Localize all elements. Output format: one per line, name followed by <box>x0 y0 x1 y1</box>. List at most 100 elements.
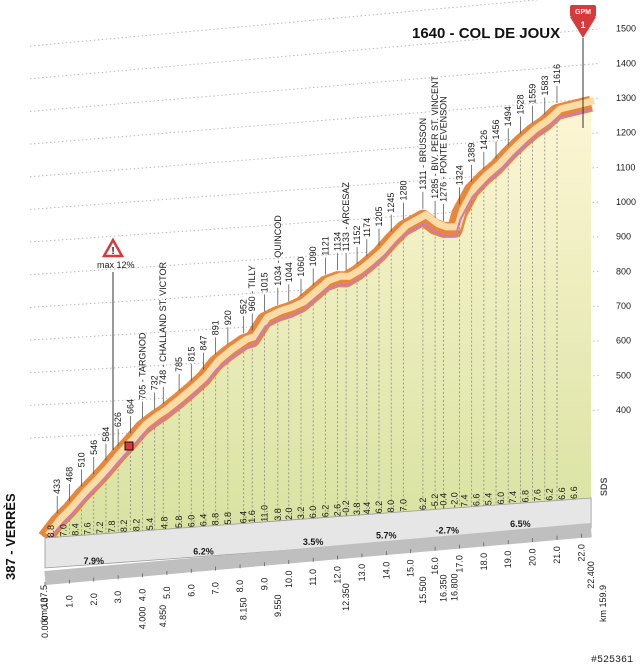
y-tick-label: 1500 <box>616 24 636 34</box>
km-start-label: km 137.5 <box>39 585 49 622</box>
altitude-label: 705 - TARGNOD <box>138 332 148 400</box>
y-tick-label: 700 <box>616 301 631 311</box>
x-tick-label: 6.0 <box>186 584 196 597</box>
segment-gradient: 4.8 <box>159 517 169 530</box>
altitude-label: 1280 <box>398 180 408 200</box>
segment-gradient: 8.2 <box>131 519 141 532</box>
altitude-label: 1245 <box>386 193 396 213</box>
altitude-label: 952 <box>239 299 249 314</box>
altitude-label: 1174 <box>362 218 372 237</box>
segment-gradient: 6.0 <box>308 506 318 519</box>
x-tick-label: 7.0 <box>211 582 221 595</box>
segment-gradient: 8.4 <box>70 523 80 536</box>
svg-text:!: ! <box>111 246 114 257</box>
y-tick-label: 1300 <box>616 93 636 103</box>
x-tick-label: 10.0 <box>284 570 294 588</box>
profile-area <box>38 95 595 545</box>
profile-band-highlight <box>45 108 593 545</box>
key-km-label: 9.550 <box>273 594 283 617</box>
altitude-label: 960 - TILLY <box>247 265 257 311</box>
altitude-label: 1528 <box>515 94 525 114</box>
segment-gradient: 8.2 <box>119 520 129 533</box>
average-gradient: 6.2% <box>193 546 214 556</box>
x-tick-label: 11.0 <box>308 569 318 586</box>
y-tick-label: 1400 <box>616 58 636 68</box>
segment-gradient: 6.0 <box>186 515 196 528</box>
segment-gradient: 7.0 <box>398 499 408 512</box>
segment-gradient: 1.6 <box>247 510 257 523</box>
grid-line <box>29 28 601 80</box>
key-km-label: 16.350 <box>439 574 449 602</box>
segment-gradient: 5.8 <box>223 512 233 525</box>
x-tick-label: 14.0 <box>381 562 391 580</box>
gpm-number: 1 <box>580 20 585 30</box>
segment-gradient: 11.0 <box>259 505 269 522</box>
y-tick-label: 1200 <box>616 128 636 138</box>
key-km-label: 12.350 <box>341 583 351 611</box>
max-gradient-point <box>124 441 134 451</box>
segment-gradient: 8.8 <box>46 525 56 538</box>
start-label: 387 - VERRÈS <box>3 493 18 580</box>
km-end-label: km 159.9 <box>598 585 608 622</box>
profile-band-inner <box>45 97 595 538</box>
segment-gradient: 7.4 <box>459 495 469 508</box>
baseline-band <box>44 497 592 569</box>
segment-gradient: 3.2 <box>296 507 306 520</box>
x-tick-label: 12.0 <box>333 566 343 584</box>
altitude-label: 1121 <box>320 236 330 255</box>
sds-logo: SDS <box>599 477 609 496</box>
key-km-label: 0.000 <box>40 615 50 638</box>
segment-gradient: 2.6 <box>333 504 343 517</box>
altitude-label: 1456 <box>491 119 501 139</box>
segment-gradient: -0.2 <box>341 500 351 516</box>
x-tick-label: 1.0 <box>64 595 74 608</box>
key-km-label: 4.000 <box>138 607 148 630</box>
segment-gradient: 2.0 <box>284 507 294 520</box>
segment-gradient: 6.2 <box>545 488 555 501</box>
segment-gradient: 6.6 <box>569 486 579 499</box>
segment-gradient: 6.2 <box>374 501 384 514</box>
chart-title: 1640 - COL DE JOUX <box>412 25 560 42</box>
altitude-label: 1616 <box>552 64 562 84</box>
altitude-label: 1276 - PONTE EVENSON <box>439 96 449 202</box>
elevation-axis: 400 500 600 700 800 900 1000 1100 1200 1300 1400 15… <box>616 24 636 415</box>
altitude-label: 1015 <box>259 272 269 292</box>
segment-gradient: -2.0 <box>450 492 460 508</box>
altitude-label: 1044 <box>284 262 294 282</box>
segment-gradient: 7.4 <box>508 491 518 504</box>
x-tick-label: 8.0 <box>235 580 245 593</box>
altitude-label: 891 <box>211 320 221 335</box>
segment-gradient: 8.8 <box>211 513 221 526</box>
x-tick-label: 4.0 <box>138 589 148 602</box>
altitude-label: 732 <box>150 375 160 390</box>
segment-gradient: 4.4 <box>362 502 372 515</box>
segment-gradient: 6.6 <box>472 494 482 507</box>
segment-gradient: 7.6 <box>83 522 93 535</box>
distance-axis: 0.0 1.0 2.0 3.0 4.0 5.0 6.0 7.0 8.0 9.0 10.0 11.0 12… <box>40 533 596 638</box>
segment-gradient: 3.8 <box>352 502 362 515</box>
x-tick-label: 0.0 <box>40 597 50 610</box>
altitude-label: 1311 - BRUSSON <box>418 118 428 190</box>
altitude-label: 1426 <box>479 130 489 150</box>
average-gradient: 3.5% <box>303 537 324 547</box>
max-gradient-label: max 12% <box>97 260 135 270</box>
altitude-label: 1133 - ARCESAZ <box>341 182 351 252</box>
x-tick-label: 16.0 <box>430 557 440 575</box>
baseline-bar <box>44 523 592 585</box>
average-gradient: 7.9% <box>84 556 105 566</box>
profile-fill <box>45 103 592 538</box>
grid-line <box>29 97 601 145</box>
altitude-label: 1494 <box>503 106 513 126</box>
altitude-label: 785 <box>174 357 184 372</box>
x-tick-label: 20.0 <box>528 548 538 566</box>
x-tick-label: 22.0 <box>576 544 586 562</box>
altitude-label: 1034 - QUINCOD <box>273 215 283 286</box>
x-tick-label: 19.0 <box>503 551 513 569</box>
segment-gradient: 6.0 <box>496 492 506 505</box>
altitude-label: 510 <box>77 452 87 467</box>
altitude-label: 1285 - BIV. PER ST. VINCENT <box>430 76 440 199</box>
x-tick-label: 9.0 <box>259 578 269 591</box>
altitude-label: 1060 <box>296 257 306 277</box>
altitude-label: 1152 <box>352 225 362 244</box>
